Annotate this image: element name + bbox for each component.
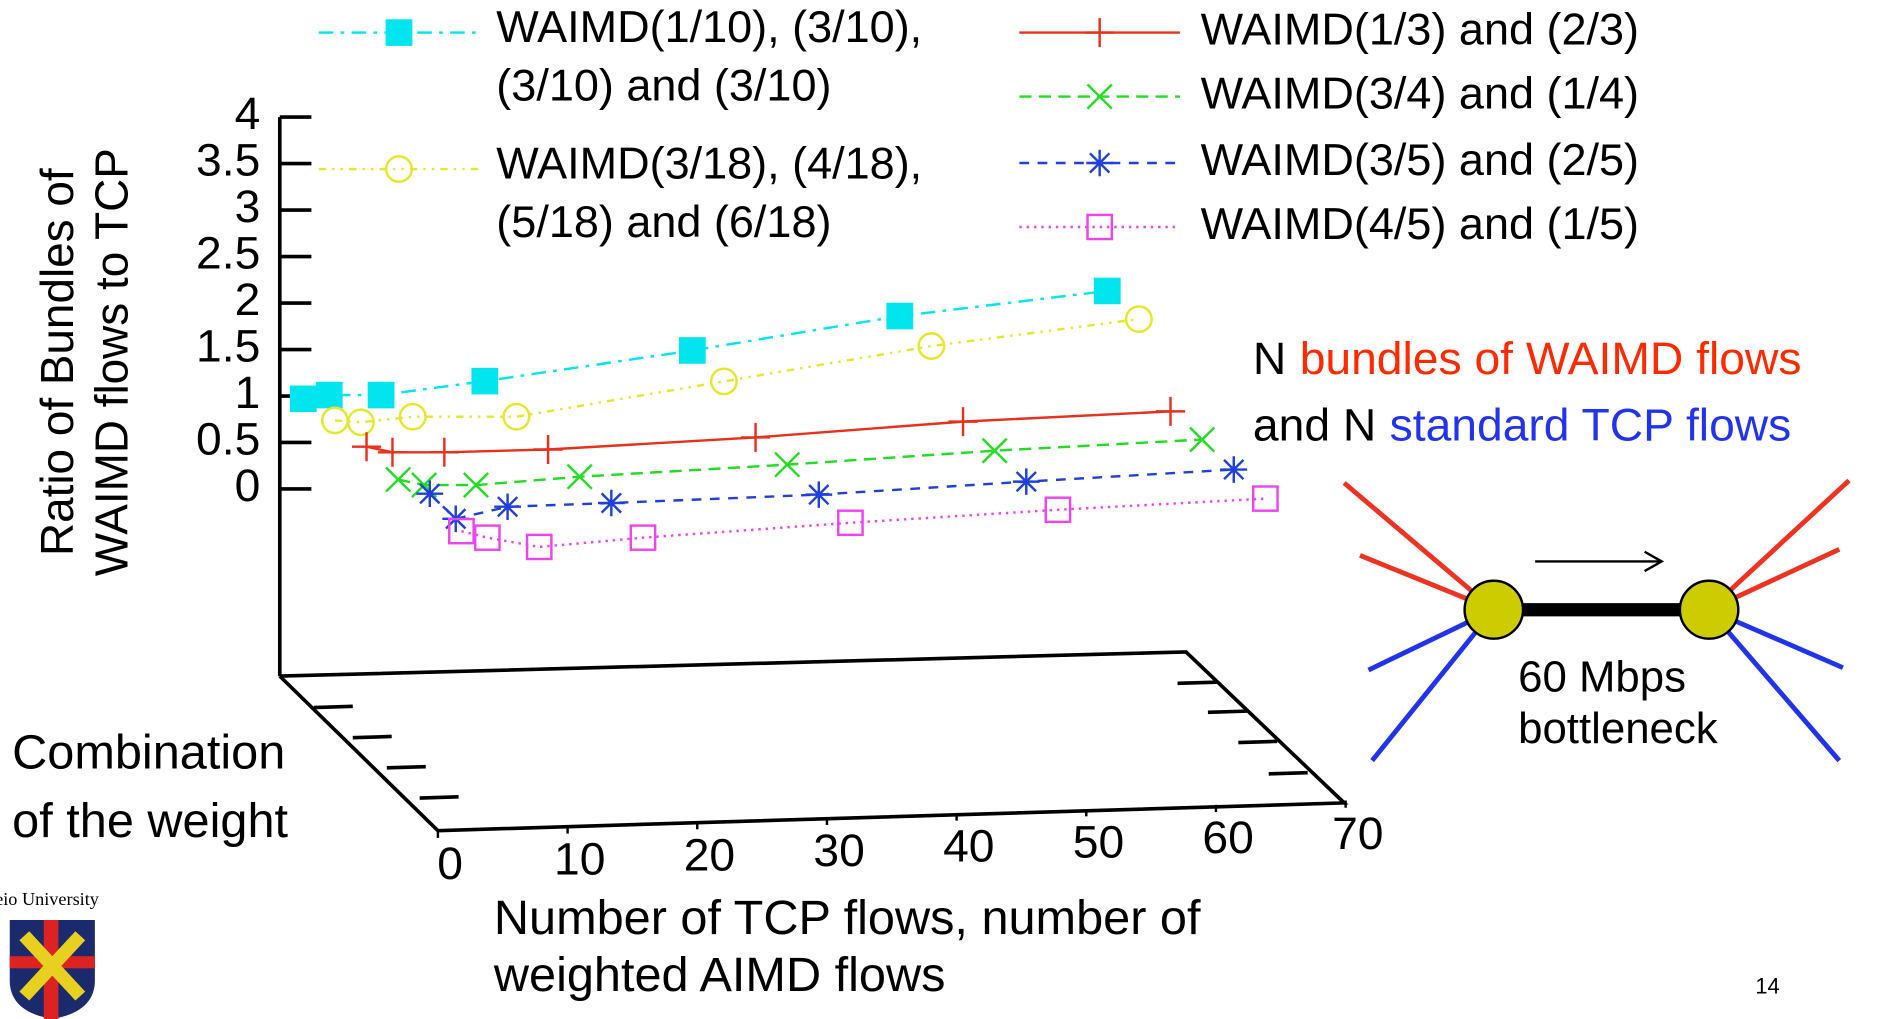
marker: [597, 489, 625, 517]
series-line: [334, 317, 1140, 424]
marker: [448, 517, 475, 545]
marker: [981, 437, 1008, 464]
network-diagram: [1342, 478, 1851, 763]
x-tick-label: 60: [1202, 811, 1253, 863]
x-axis-label: Number of TCP flows, number of weighted A…: [493, 891, 1201, 1002]
series: [289, 277, 1121, 413]
x-tick-label: 50: [1073, 816, 1124, 868]
marker: [1124, 305, 1153, 333]
legend-marker: [1085, 18, 1115, 48]
marker: [805, 481, 833, 508]
marker: [494, 493, 521, 521]
y-tick-label: 0: [235, 459, 261, 511]
marker: [367, 381, 395, 409]
marker: [1155, 396, 1186, 426]
marker: [1252, 485, 1279, 512]
marker: [502, 402, 531, 431]
marker: [948, 407, 978, 437]
marker: [629, 524, 657, 551]
legend-label: WAIMD(3/4) and (1/4): [1201, 68, 1639, 119]
marker: [886, 302, 914, 330]
x-tick-label: 70: [1332, 807, 1383, 859]
legend-label: WAIMD(1/3) and (2/3): [1201, 4, 1639, 55]
marker: [346, 408, 375, 437]
annotation: and N standard TCP flows: [1253, 399, 1791, 451]
legend-label: WAIMD(3/5) and (2/5): [1201, 134, 1639, 185]
series: [351, 396, 1186, 467]
y-tick-label: 0.5: [196, 413, 260, 465]
marker: [709, 367, 738, 396]
marker: [917, 332, 946, 360]
x-tick-label: 30: [813, 824, 864, 876]
legend-entry: WAIMD(1/3) and (2/3): [1019, 4, 1639, 55]
y-tick-label: 2.5: [196, 227, 260, 279]
legend-entry: WAIMD(3/4) and (1/4): [1019, 68, 1639, 119]
marker: [1189, 426, 1216, 453]
x-tick-label: 10: [554, 833, 605, 885]
y-tick-label: 3.5: [196, 134, 260, 186]
marker: [315, 381, 343, 409]
legend-entry: WAIMD(1/10), (3/10), (3/10) and (3/10): [318, 1, 922, 110]
y-tick-label: 3: [235, 180, 261, 232]
series-line: [461, 497, 1266, 549]
legend-marker: [385, 19, 413, 46]
legend-marker: [1086, 149, 1114, 177]
marker: [429, 437, 459, 467]
series: [416, 456, 1248, 533]
y-tick-label: 1: [235, 366, 261, 418]
logo: [9, 919, 95, 1019]
marker: [1012, 468, 1040, 495]
marker: [774, 451, 801, 478]
marker: [377, 437, 408, 467]
annotation-part: bundles of WAIMD flows: [1300, 332, 1802, 384]
marker: [740, 422, 771, 452]
legend-marker: [1086, 83, 1113, 110]
marker: [473, 524, 501, 551]
y-axis-label: Ratio of Bundles ofWAIMD flows to TCP: [31, 148, 138, 576]
legend-marker: [385, 155, 413, 183]
marker: [385, 466, 412, 493]
marker: [320, 406, 349, 435]
marker: [533, 435, 563, 464]
marker: [289, 385, 317, 413]
logo-text: eio University: [0, 889, 99, 909]
page-number: 14: [1755, 973, 1779, 998]
marker: [1044, 496, 1072, 524]
y-tick-label: 2: [235, 273, 261, 325]
series: [385, 426, 1216, 499]
y-tick-label: 4: [235, 87, 261, 139]
legend-marker: [1086, 213, 1114, 241]
legend-label: WAIMD(1/10), (3/10), (3/10) and (3/10): [496, 1, 922, 110]
x-tick-label: 20: [684, 829, 735, 881]
marker: [1093, 277, 1121, 305]
marker: [398, 402, 427, 431]
x-tick-label: 40: [943, 820, 994, 872]
annotation-part: standard TCP flows: [1390, 399, 1792, 451]
legend-entry: WAIMD(4/5) and (1/5): [1019, 198, 1639, 249]
series: [320, 305, 1153, 437]
marker: [416, 480, 444, 507]
marker: [566, 463, 593, 490]
marker: [525, 533, 553, 561]
diagram-label: 60 Mbps bottleneck: [1518, 653, 1718, 752]
legend-entry: WAIMD(3/5) and (2/5): [1019, 134, 1639, 185]
marker: [351, 432, 382, 462]
annotation-part: N: [1253, 332, 1286, 384]
y-tick-label: 1.5: [196, 320, 260, 372]
annotation-part: and N: [1253, 399, 1376, 451]
marker: [837, 509, 864, 537]
axes-frame: [277, 117, 1349, 833]
legend-label: WAIMD(3/18), (4/18), (5/18) and (6/18): [496, 138, 922, 247]
x-tick-label: 0: [437, 837, 463, 889]
marker: [462, 472, 489, 499]
legend-label: WAIMD(4/5) and (1/5): [1201, 198, 1639, 249]
marker: [1220, 456, 1248, 483]
marker: [678, 337, 706, 364]
marker: [471, 367, 499, 395]
series: [448, 485, 1279, 561]
z-axis-label: Combination of the weight: [12, 726, 288, 848]
legend-entry: WAIMD(3/18), (4/18), (5/18) and (6/18): [318, 138, 922, 247]
